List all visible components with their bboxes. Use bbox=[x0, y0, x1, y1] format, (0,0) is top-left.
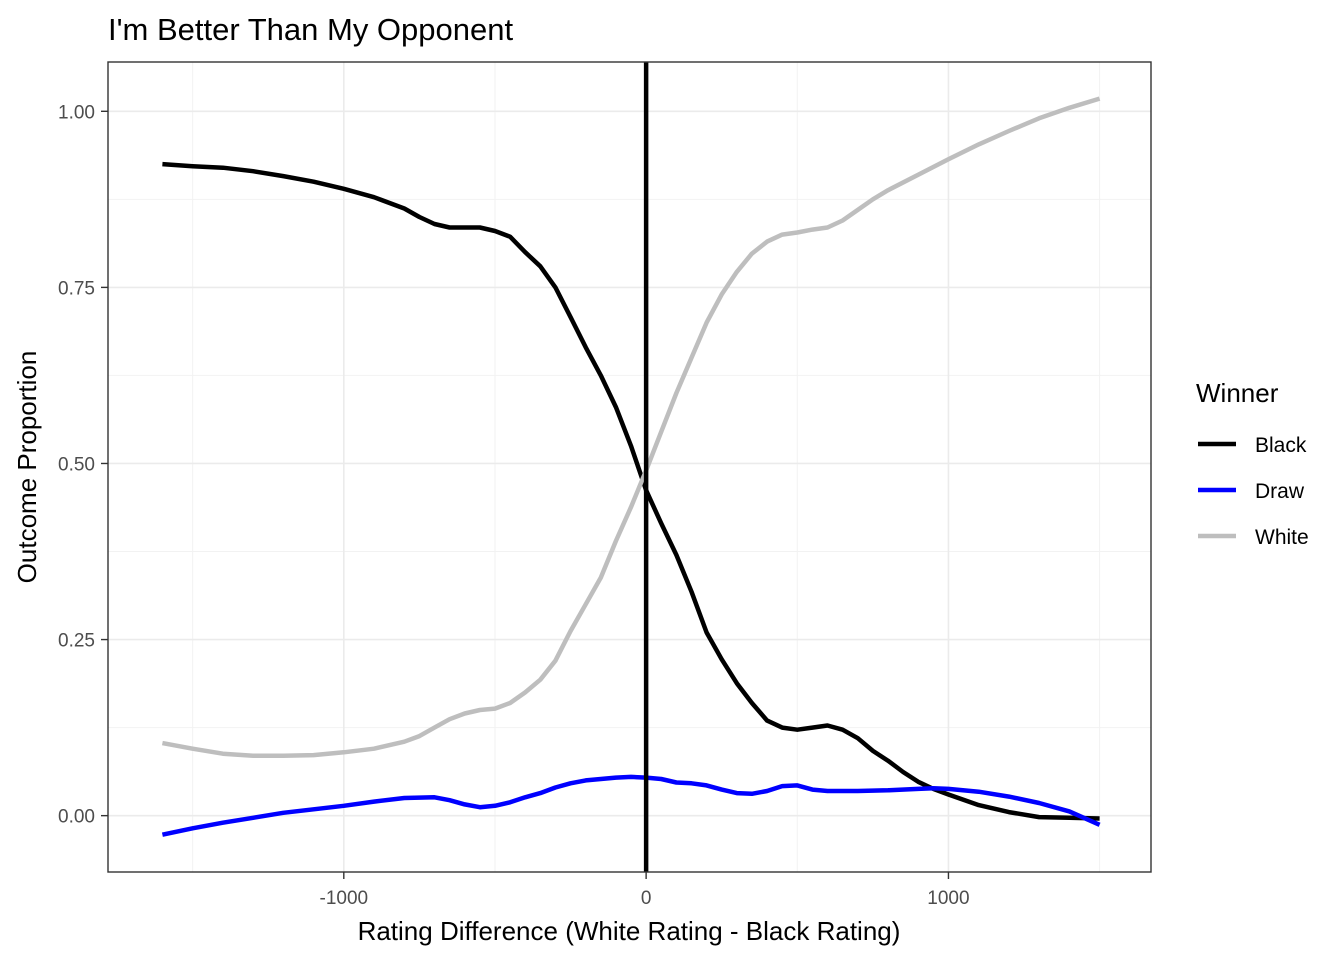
minor-grid bbox=[108, 62, 1151, 872]
x-tick-label: 1000 bbox=[927, 888, 969, 909]
legend-label-black: Black bbox=[1255, 434, 1307, 457]
legend-title: Winner bbox=[1196, 378, 1279, 408]
x-axis-title: Rating Difference (White Rating - Black … bbox=[358, 916, 901, 946]
series-line-black bbox=[162, 161, 1100, 821]
chart-title: I'm Better Than My Opponent bbox=[108, 12, 513, 47]
series-line-white bbox=[161, 96, 1101, 759]
y-tick-label: 0.00 bbox=[58, 807, 95, 828]
y-axis: 0.00 0.25 0.50 0.75 1.00 bbox=[58, 102, 108, 828]
legend-label-draw: Draw bbox=[1255, 480, 1305, 503]
y-axis-title: Outcome Proportion bbox=[12, 351, 42, 584]
y-tick-label: 0.25 bbox=[58, 631, 95, 652]
series-layer bbox=[161, 96, 1101, 837]
y-tick-label: 1.00 bbox=[58, 102, 95, 123]
x-tick-label: -1000 bbox=[320, 888, 369, 909]
legend: Winner Black Draw White bbox=[1196, 378, 1309, 549]
x-axis: -1000 0 1000 bbox=[320, 872, 970, 909]
plot-panel bbox=[107, 61, 1152, 873]
legend-items: Black Draw White bbox=[1198, 434, 1309, 549]
plot-background bbox=[108, 62, 1151, 872]
y-tick-label: 0.50 bbox=[58, 454, 95, 475]
x-tick-label: 0 bbox=[641, 888, 652, 909]
y-tick-label: 0.75 bbox=[58, 278, 95, 299]
plot-border bbox=[107, 61, 1152, 873]
series-line-draw bbox=[161, 774, 1101, 837]
legend-label-white: White bbox=[1255, 526, 1309, 549]
